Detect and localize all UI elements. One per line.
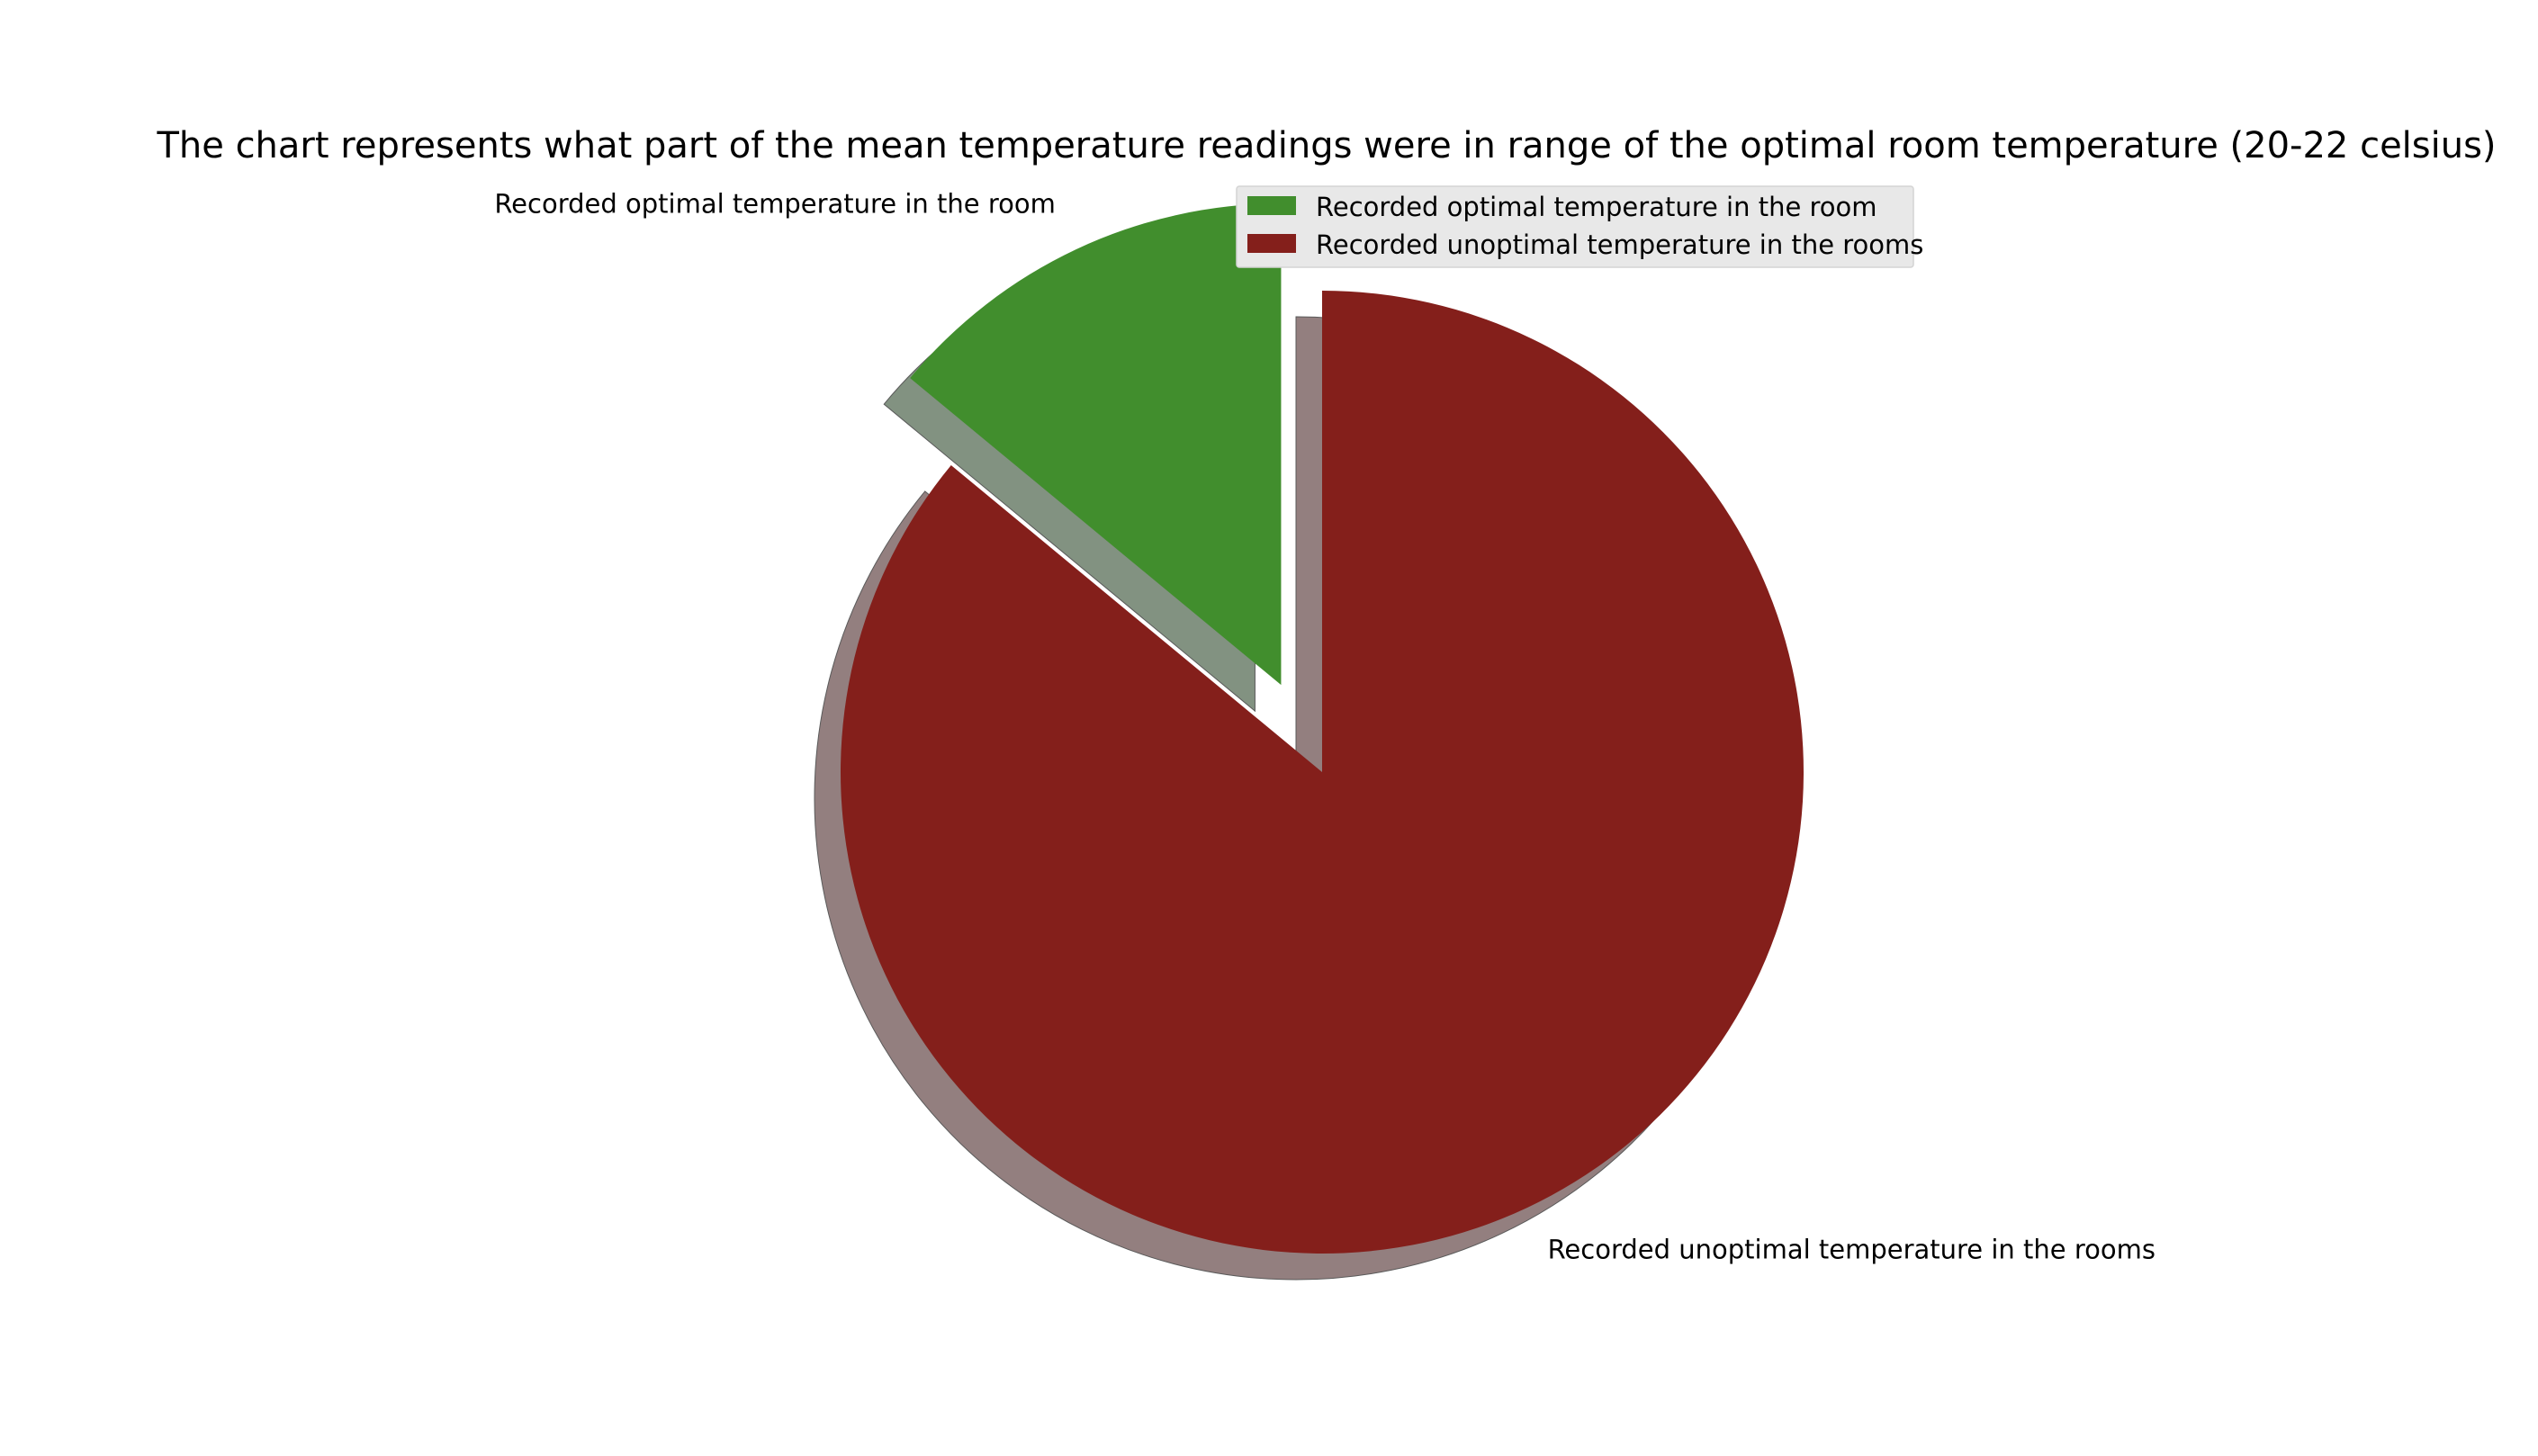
slice-labels: Recorded optimal temperature in the room… [494, 189, 2156, 1265]
legend-label-optimal: Recorded optimal temperature in the room [1316, 192, 1877, 222]
slice-label-recorded-optimal-temperature-in-the-room: Recorded optimal temperature in the room [494, 189, 1056, 220]
legend-box [1236, 185, 1914, 268]
pie-slice-recorded-unoptimal-temperature-in-the-rooms [840, 291, 1804, 1254]
legend-swatch-unoptimal [1247, 234, 1296, 253]
pie-slice-recorded-optimal-temperature-in-the-room [910, 203, 1282, 686]
legend: Recorded optimal temperature in the room… [1236, 185, 1923, 268]
legend-swatch-optimal [1247, 196, 1296, 215]
chart-title: The chart represents what part of the me… [156, 125, 2496, 166]
pie-slices [840, 203, 1804, 1254]
slice-label-recorded-unoptimal-temperature-in-the-rooms: Recorded unoptimal temperature in the ro… [1548, 1234, 2156, 1264]
legend-label-unoptimal: Recorded unoptimal temperature in the ro… [1316, 229, 1923, 260]
